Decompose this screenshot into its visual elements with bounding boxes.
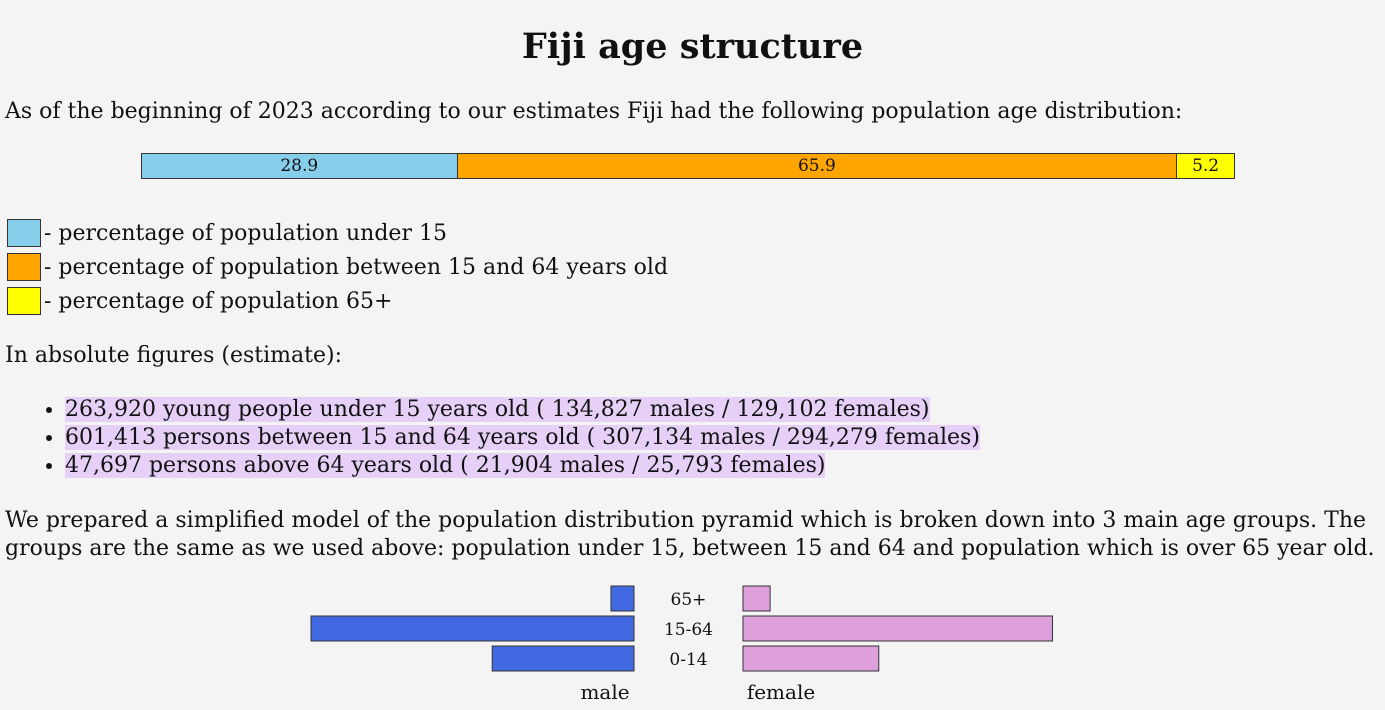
male-bar xyxy=(610,585,635,612)
distribution-segment: 5.2 xyxy=(1177,154,1234,178)
legend: - percentage of population under 15 - per… xyxy=(7,216,668,318)
absolute-figures-title: In absolute figures (estimate): xyxy=(5,343,342,368)
list-item: 47,697 persons above 64 years old ( 21,9… xyxy=(65,452,980,480)
female-bar xyxy=(742,645,880,672)
list-item-text: 47,697 persons above 64 years old ( 21,9… xyxy=(65,453,826,478)
legend-swatch xyxy=(7,287,41,315)
male-bar xyxy=(491,645,635,672)
population-pyramid-chart: 65+ 15-64 0-14 male female xyxy=(310,585,1053,704)
legend-label: - percentage of population between 15 an… xyxy=(44,254,669,280)
distribution-segment: 65.9 xyxy=(457,154,1178,178)
male-bar xyxy=(310,615,635,642)
list-item: 263,920 young people under 15 years old … xyxy=(65,396,980,424)
list-item-text: 263,920 young people under 15 years old … xyxy=(65,397,930,422)
legend-item: - percentage of population 65+ xyxy=(7,284,668,318)
legend-swatch xyxy=(7,219,41,247)
legend-item: - percentage of population between 15 an… xyxy=(7,250,668,284)
intro-text: As of the beginning of 2023 according to… xyxy=(5,99,1183,124)
male-axis-label: male xyxy=(580,680,629,704)
pyramid-description: We prepared a simplified model of the po… xyxy=(5,508,1375,561)
distribution-segment: 28.9 xyxy=(142,154,458,178)
list-item-text: 601,413 persons between 15 and 64 years … xyxy=(65,425,980,450)
list-item: 601,413 persons between 15 and 64 years … xyxy=(65,424,980,452)
legend-swatch xyxy=(7,253,41,281)
age-group-label: 65+ xyxy=(671,590,707,610)
legend-label: - percentage of population 65+ xyxy=(44,288,393,314)
legend-label: - percentage of population under 15 xyxy=(44,220,447,246)
age-group-label: 15-64 xyxy=(664,620,713,640)
female-bar xyxy=(742,615,1053,642)
page-title: Fiji age structure xyxy=(521,26,864,67)
legend-item: - percentage of population under 15 xyxy=(7,216,668,250)
female-axis-label: female xyxy=(747,680,815,704)
absolute-figures-list: 263,920 young people under 15 years old … xyxy=(20,396,980,480)
female-bar xyxy=(742,585,771,612)
age-group-label: 0-14 xyxy=(669,650,707,670)
age-distribution-bar: 28.9 65.9 5.2 xyxy=(141,153,1235,179)
